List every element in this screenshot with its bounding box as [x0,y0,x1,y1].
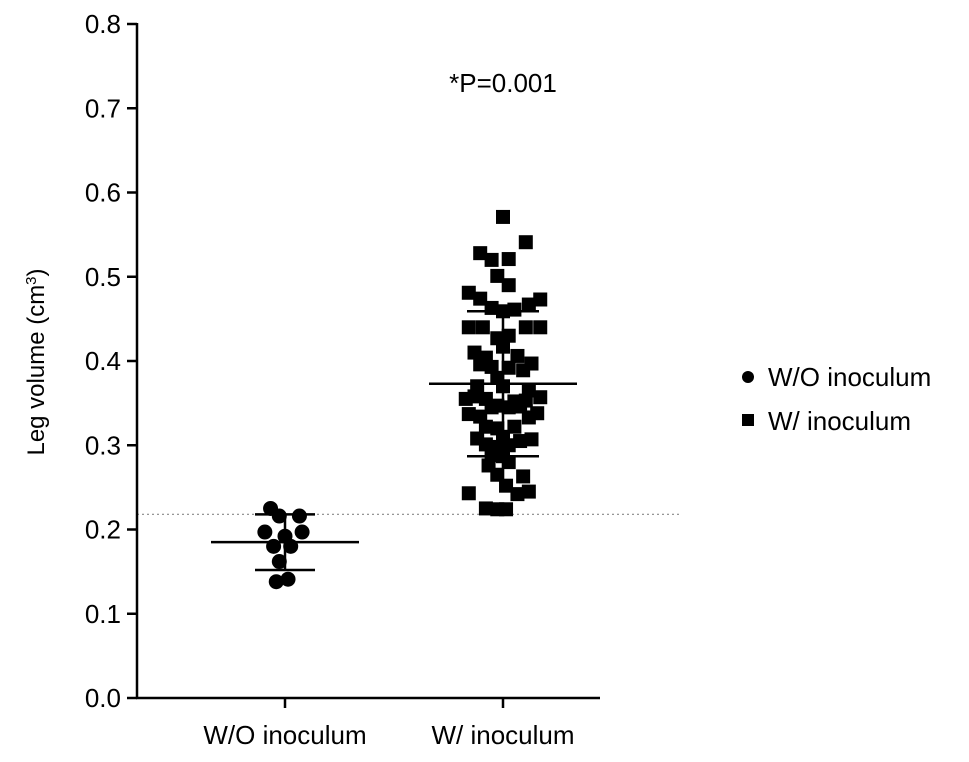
significance-annotation: *P=0.001 [449,68,557,98]
data-point-square [524,432,539,447]
y-axis-title: Leg volume (cm3) [23,268,51,455]
data-point-square [533,390,548,405]
legend: W/O inoculum W/ inoculum [742,362,931,436]
data-point-square [484,252,499,267]
data-point-square [507,419,522,434]
y-ticks: 0.0 0.1 0.2 0.3 0.4 0.5 0.6 0.7 0.8 [85,9,137,713]
data-point-square [475,320,490,335]
y-tick-label: 0.3 [85,430,121,460]
data-point-square [478,437,493,452]
y-tick-label: 0.5 [85,262,121,292]
y-axis-title-superscript: 3 [23,276,40,284]
data-point-square [478,501,493,516]
y-tick-label: 0.1 [85,599,121,629]
data-point-circle [291,508,307,524]
y-tick-label: 0.2 [85,515,121,545]
x-ticks: W/O inoculum W/ inoculum [203,698,575,750]
data-point-square [484,359,499,374]
data-point-square [473,246,488,261]
data-point-square [521,297,536,312]
y-axis-title-close: ) [23,268,50,276]
y-tick-label: 0.8 [85,9,121,39]
data-point-square [490,467,505,482]
data-point-square [501,400,516,415]
data-point-square [513,434,528,449]
data-point-square [533,320,548,335]
y-tick-label: 0.4 [85,346,121,376]
data-point-square [518,235,533,250]
data-point-square [501,328,516,343]
data-point-square [499,502,514,517]
data-point-square [513,399,528,414]
data-point-square [516,363,531,378]
data-point-square [461,285,476,300]
data-point-square [461,407,476,422]
data-point-square [501,360,516,375]
data-point-square [473,291,488,306]
data-point-square [510,487,525,502]
data-point-square [467,345,482,360]
data-point-square [467,389,482,404]
data-point-square [473,357,488,372]
legend-square-marker [742,414,754,426]
data-point-circle [280,571,296,587]
data-point-circle [294,524,310,540]
data-point-square [490,398,505,413]
data-point-square [478,419,493,434]
data-point-square [461,486,476,501]
data-point-square [501,438,516,453]
legend-circle-marker [742,371,754,383]
legend-label-wo-inoculum: W/O inoculum [768,362,931,392]
y-tick-label: 0.0 [85,683,121,713]
data-point-square [490,268,505,283]
y-axis-title-main: Leg volume (cm [23,285,50,456]
data-point-square [507,302,522,317]
data-point-square [533,292,548,307]
data-point-square [501,455,516,470]
data-point-circle [271,554,287,570]
data-point-square [518,320,533,335]
x-category-label: W/ inoculum [431,720,574,750]
data-point-square [516,469,531,484]
data-point-circle [268,574,284,590]
data-point-square [461,320,476,335]
data-point-square [499,478,514,493]
data-point-circle [271,508,287,524]
data-point-square [521,484,536,499]
y-tick-label: 0.6 [85,178,121,208]
data-point-square [510,348,525,363]
data-point-circle [257,524,273,540]
data-point-square [496,209,510,224]
legend-label-w-inoculum: W/ inoculum [768,406,911,436]
data-points [257,209,548,590]
data-point-square [530,406,545,421]
data-point-square [501,278,516,293]
x-category-label: W/O inoculum [203,720,366,750]
data-point-square [501,252,516,267]
legend-item-wo-inoculum: W/O inoculum [742,362,931,392]
mean-sd-bars [211,310,577,572]
y-tick-label: 0.7 [85,93,121,123]
legend-item-w-inoculum: W/ inoculum [742,406,911,436]
